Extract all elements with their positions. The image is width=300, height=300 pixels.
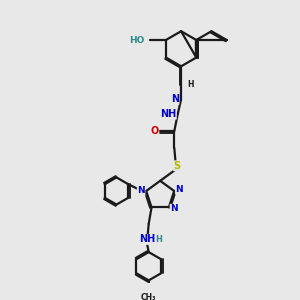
Text: N: N (176, 185, 183, 194)
Text: O: O (150, 126, 159, 136)
Text: N: N (137, 187, 145, 196)
Text: N: N (170, 204, 178, 213)
Text: H: H (187, 80, 194, 89)
Text: CH₃: CH₃ (141, 293, 157, 300)
Text: H: H (156, 235, 163, 244)
Text: N: N (171, 94, 179, 104)
Text: S: S (174, 161, 181, 171)
Text: NH: NH (139, 234, 155, 244)
Text: NH: NH (160, 109, 176, 119)
Text: HO: HO (129, 35, 144, 44)
